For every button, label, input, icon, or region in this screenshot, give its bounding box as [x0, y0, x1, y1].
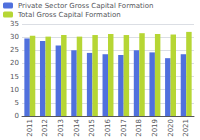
svg-text:15: 15: [10, 73, 19, 81]
svg-text:20: 20: [10, 59, 19, 67]
svg-text:2011: 2011: [26, 119, 34, 137]
svg-text:2018: 2018: [135, 119, 143, 137]
svg-text:35: 35: [10, 20, 19, 28]
svg-text:2020: 2020: [167, 119, 175, 137]
svg-text:0: 0: [15, 112, 19, 120]
svg-text:10: 10: [10, 86, 19, 94]
svg-text:Private Sector Gross Capital F: Private Sector Gross Capital Formation: [18, 2, 153, 10]
svg-text:2016: 2016: [104, 118, 112, 136]
svg-text:2017: 2017: [120, 119, 128, 137]
svg-text:30: 30: [10, 33, 19, 41]
svg-text:25: 25: [10, 46, 19, 54]
svg-text:2021: 2021: [182, 119, 190, 137]
svg-text:2019: 2019: [151, 119, 159, 137]
svg-text:Total Gross Capital Formation: Total Gross Capital Formation: [17, 11, 121, 19]
svg-text:2014: 2014: [73, 118, 81, 136]
svg-text:2012: 2012: [41, 119, 49, 137]
svg-text:2013: 2013: [57, 119, 65, 137]
svg-text:5: 5: [15, 99, 19, 107]
svg-text:2015: 2015: [88, 119, 96, 137]
